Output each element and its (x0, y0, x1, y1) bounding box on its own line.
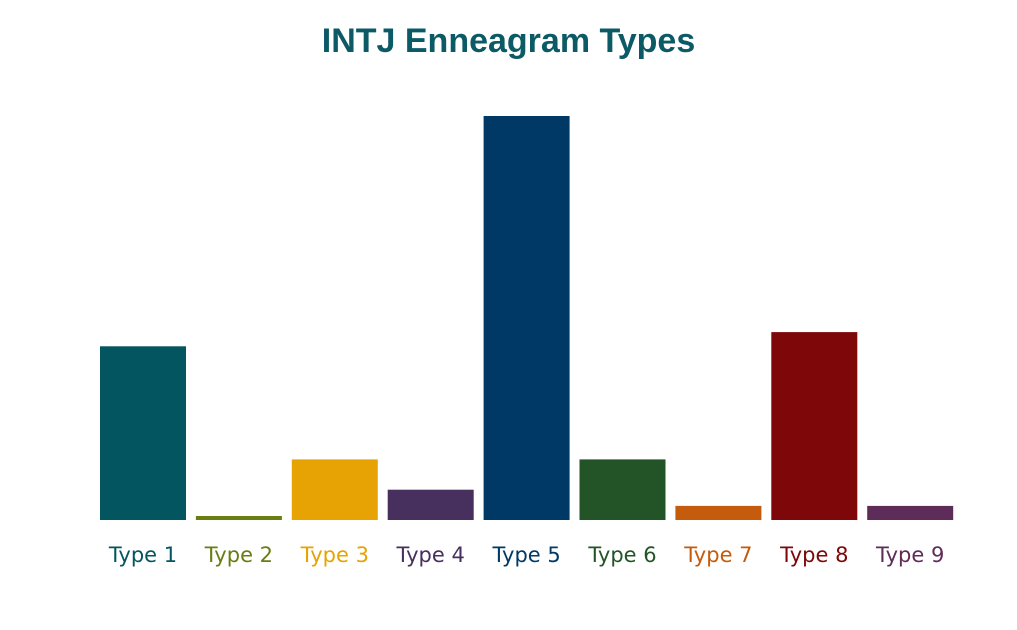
bars-group (100, 116, 954, 520)
category-label-type-3: Type 3 (300, 543, 369, 567)
bar-type-2 (195, 516, 282, 520)
category-label-type-7: Type 7 (683, 543, 752, 567)
bar-type-6 (579, 459, 666, 520)
bar-type-9 (867, 505, 954, 520)
category-label-type-6: Type 6 (587, 543, 656, 567)
category-label-type-1: Type 1 (108, 543, 177, 567)
category-label-type-2: Type 2 (204, 543, 273, 567)
category-label-type-4: Type 4 (396, 543, 465, 567)
category-label-type-8: Type 8 (779, 543, 848, 567)
bar-type-4 (387, 489, 474, 520)
bar-type-1 (100, 346, 186, 520)
bar-type-7 (675, 505, 762, 520)
bar-type-8 (771, 332, 858, 520)
bar-type-5 (483, 116, 570, 520)
chart-title: INTJ Enneagram Types (321, 22, 696, 60)
category-labels-group: Type 1 Type 2 Type 3 Type 4 Type 5 Type 6 Type… (108, 543, 944, 567)
bar-type-3 (291, 459, 378, 520)
category-label-type-5: Type 5 (491, 543, 560, 567)
category-label-type-9: Type 9 (875, 543, 944, 567)
